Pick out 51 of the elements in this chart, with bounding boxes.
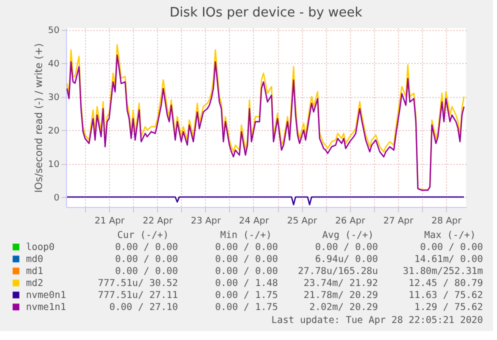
text: 31.80m/252.31m	[402, 266, 484, 277]
text: Last update: Tue Apr 28 22:05:21 2020	[271, 315, 484, 326]
text: 23.74m/ 21.92	[304, 278, 378, 289]
legend-label: md2	[26, 278, 44, 289]
text: 0.00 / 0.00	[115, 266, 178, 277]
text: 777.51u/ 27.11	[98, 290, 178, 301]
legend-label: nvme0n1	[26, 290, 66, 301]
x-tick-label: 24 Apr	[239, 216, 270, 226]
x-tick-label: 23 Apr	[190, 216, 222, 226]
x-tick-label: 26 Apr	[335, 216, 366, 226]
text: 0.00 / 0.00	[215, 242, 278, 253]
text: Avg (-/+)	[322, 230, 374, 241]
text: 0.00 / 27.10	[109, 302, 178, 313]
x-tick-label: 21 Apr	[94, 216, 125, 226]
text: Cur (-/+)	[117, 230, 169, 241]
text: 0.00 / 0.00	[215, 266, 278, 277]
x-tick-label: 28 Apr	[432, 216, 462, 226]
x-tick-label: 27 Apr	[383, 216, 414, 226]
text: 14.61m/ 0.00	[414, 254, 484, 265]
text: 0.00 / 1.75	[215, 302, 278, 313]
legend-label: nvme1n1	[26, 302, 66, 313]
text: 0.00 / 0.00	[115, 254, 178, 265]
text: 27.78u/165.28u	[298, 266, 378, 277]
text: 777.51u/ 30.52	[98, 278, 178, 289]
text: Max (-/+)	[424, 230, 476, 241]
text: 0.00 / 0.00	[420, 242, 484, 253]
text: 0.00 / 1.75	[215, 290, 278, 301]
text: 6.94u/ 0.00	[315, 254, 378, 265]
legend-label: md0	[26, 254, 44, 265]
text: 2.02m/ 20.29	[309, 302, 378, 313]
text: 11.63 / 75.62	[408, 290, 483, 301]
text: 0.00 / 0.00	[315, 242, 378, 253]
y-tick-label: 50	[48, 26, 60, 36]
text: 21.78m/ 20.29	[304, 290, 378, 301]
text: 0.00 / 0.00	[215, 254, 278, 265]
y-axis-title: IOs/second read (-) / write (+)	[34, 43, 46, 193]
x-tick-label: 22 Apr	[142, 216, 173, 226]
y-tick-label: 30	[48, 93, 60, 104]
text: 12.45 / 80.79	[408, 278, 484, 289]
legend-label: md1	[26, 266, 44, 277]
text: 0.00 / 0.00	[115, 242, 178, 253]
text: 1.29 / 75.62	[414, 302, 483, 313]
text: 0.00 / 1.48	[215, 278, 278, 289]
chart-title: Disk IOs per device - by week	[170, 6, 363, 21]
y-tick-label: 10	[48, 160, 60, 170]
y-tick-label: 40	[48, 60, 60, 70]
x-tick-label: 25 Apr	[287, 216, 318, 226]
text: Min (-/+)	[220, 230, 272, 241]
y-tick-label: 20	[48, 126, 60, 137]
legend-label: loop0	[26, 242, 55, 253]
y-tick-label: 0	[54, 193, 60, 204]
